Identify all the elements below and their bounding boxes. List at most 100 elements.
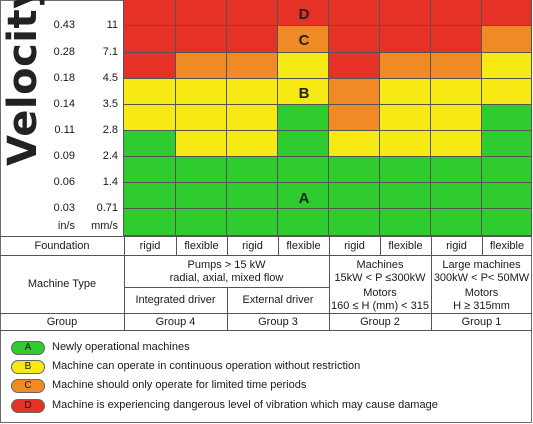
grid-cell-b bbox=[431, 131, 482, 157]
table-rule bbox=[227, 236, 228, 255]
group-cell: Group 1 bbox=[431, 314, 532, 330]
table-rule bbox=[0, 313, 532, 314]
legend-text: Machine can operate in continuous operat… bbox=[52, 360, 361, 372]
grid-cell-d bbox=[124, 0, 176, 26]
group-value: Group 3 bbox=[258, 315, 298, 328]
grid-cell-d bbox=[176, 26, 227, 53]
grid-cell-d bbox=[431, 26, 482, 53]
tick-label-mm: 11 bbox=[106, 19, 118, 31]
tick-label-in: 0.09 bbox=[53, 150, 75, 162]
large-machines-cell: Large machines 300kW < P< 50MW bbox=[431, 256, 532, 287]
grid-cell-a bbox=[482, 209, 532, 236]
grid-cell-a bbox=[482, 157, 532, 183]
grid-cell-b bbox=[227, 79, 278, 105]
grid-cell-a bbox=[329, 157, 380, 183]
grid-cell-d bbox=[380, 0, 431, 26]
grid-cell-c bbox=[176, 53, 227, 79]
legend-swatch-c: C bbox=[11, 379, 45, 393]
table-rule bbox=[0, 330, 532, 331]
table-rule bbox=[482, 236, 483, 255]
foundation-cell: flexible bbox=[278, 237, 329, 255]
grid-cell-c bbox=[482, 26, 532, 53]
grid-cell-a bbox=[124, 157, 176, 183]
large-machines-line-1: Large machines bbox=[442, 258, 521, 271]
tick-label-mm: 3.5 bbox=[102, 98, 118, 110]
grid-cell-c bbox=[227, 53, 278, 79]
grid-cell-a bbox=[124, 209, 176, 236]
group-label: Group bbox=[46, 315, 78, 328]
machines-cell: Machines 15kW < P ≤300kW bbox=[329, 256, 431, 287]
table-rule bbox=[431, 236, 432, 330]
foundation-value: rigid bbox=[139, 239, 161, 252]
grid-cell-a bbox=[124, 183, 176, 209]
zone-label-a: A bbox=[298, 190, 310, 207]
grid-cell-b bbox=[124, 105, 176, 131]
legend-row: D Machine is experiencing dangerous level… bbox=[0, 396, 532, 415]
unit-label-in: in/s bbox=[57, 220, 75, 232]
group-value: Group 2 bbox=[360, 315, 400, 328]
grid-cell-b bbox=[380, 131, 431, 157]
grid-cell-a bbox=[431, 209, 482, 236]
tick-label-in: 0.11 bbox=[54, 124, 75, 136]
grid-cell-d bbox=[329, 53, 380, 79]
pumps-line-1: Pumps > 15 kW bbox=[187, 258, 266, 271]
motors-group1-line-1: Motors bbox=[464, 286, 499, 299]
tick-label-mm: 7.1 bbox=[102, 46, 118, 58]
grid-cell-a bbox=[482, 183, 532, 209]
grid-cell-b bbox=[380, 105, 431, 131]
group-cell: Group 3 bbox=[227, 314, 329, 330]
grid-cell-a bbox=[278, 183, 329, 209]
foundation-cell: rigid bbox=[329, 237, 380, 255]
legend-row: B Machine can operate in continuous opera… bbox=[0, 357, 532, 376]
grid-cell-a bbox=[380, 157, 431, 183]
table-rule bbox=[227, 287, 228, 330]
grid-cell-d bbox=[329, 26, 380, 53]
grid-cell-a bbox=[431, 157, 482, 183]
grid-cell-b bbox=[329, 131, 380, 157]
table-rule bbox=[278, 236, 279, 255]
group-value: Group 1 bbox=[461, 315, 502, 328]
grid-cell-a bbox=[482, 131, 532, 157]
machine-type-label: Machine Type bbox=[27, 278, 97, 290]
tick-label-mm: 2.8 bbox=[102, 124, 118, 136]
grid-cell-a bbox=[278, 131, 329, 157]
grid-cell-d bbox=[431, 0, 482, 26]
mm-per-sec-axis: 11 7.1 4.5 3.5 2.8 2.4 1.4 0.71 mm/s bbox=[80, 0, 124, 236]
grid-cell-d bbox=[329, 0, 380, 26]
zone-label-d: D bbox=[298, 6, 310, 23]
foundation-cell: flexible bbox=[176, 237, 227, 255]
foundation-cell: flexible bbox=[380, 237, 431, 255]
grid-cell-a bbox=[227, 183, 278, 209]
legend-swatch-d: D bbox=[11, 399, 45, 413]
external-driver-label: External driver bbox=[242, 294, 314, 306]
in-per-sec-axis: 0.43 0.28 0.18 0.14 0.11 0.09 0.06 0.03 in/s bbox=[48, 0, 80, 236]
grid-cell-a bbox=[482, 105, 532, 131]
grid-cell-a bbox=[227, 157, 278, 183]
large-machines-line-2: 300kW < P< 50MW bbox=[433, 271, 530, 284]
foundation-cell: rigid bbox=[431, 237, 482, 255]
foundation-value: flexible bbox=[184, 239, 219, 252]
tick-label-mm: 2.4 bbox=[102, 150, 118, 162]
table-rule bbox=[124, 236, 125, 330]
foundation-cell: flexible bbox=[482, 237, 532, 255]
tick-label-in: 0.14 bbox=[53, 98, 75, 110]
foundation-cell: rigid bbox=[227, 237, 278, 255]
grid-cell-b bbox=[482, 79, 532, 105]
machine-type-label-cell: Machine Type bbox=[0, 256, 124, 313]
grid-cell-d bbox=[227, 26, 278, 53]
zone-label-c: C bbox=[298, 32, 310, 49]
machines-line-2: 15kW < P ≤300kW bbox=[334, 271, 426, 284]
external-driver-cell: External driver bbox=[227, 288, 329, 313]
grid-cell-c bbox=[329, 79, 380, 105]
grid-cell-a bbox=[380, 183, 431, 209]
foundation-value: flexible bbox=[489, 239, 525, 252]
grid-cell-d bbox=[176, 0, 227, 26]
machines-line-1: Machines bbox=[356, 258, 404, 271]
tick-label-in: 0.03 bbox=[53, 202, 75, 214]
grid-cell-a bbox=[176, 209, 227, 236]
integrated-driver-cell: Integrated driver bbox=[124, 288, 227, 313]
grid-cell-d bbox=[482, 0, 532, 26]
grid-cell-a bbox=[329, 209, 380, 236]
table-rule bbox=[176, 236, 177, 255]
